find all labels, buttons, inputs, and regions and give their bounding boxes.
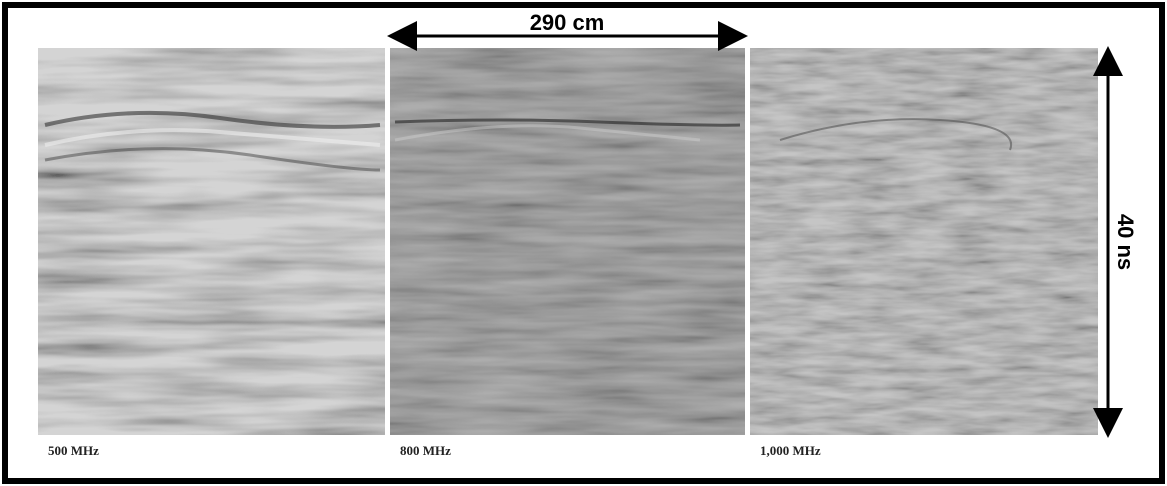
panel-label: 800 MHz	[400, 443, 451, 458]
panel-1000	[750, 48, 1098, 435]
panel-label: 1,000 MHz	[760, 443, 821, 458]
panel-label: 500 MHz	[48, 443, 99, 458]
panel-500	[38, 48, 385, 435]
panel-800	[390, 48, 745, 435]
width-label: 290 cm	[530, 10, 605, 35]
depth-label: 40 ns	[1113, 214, 1138, 270]
